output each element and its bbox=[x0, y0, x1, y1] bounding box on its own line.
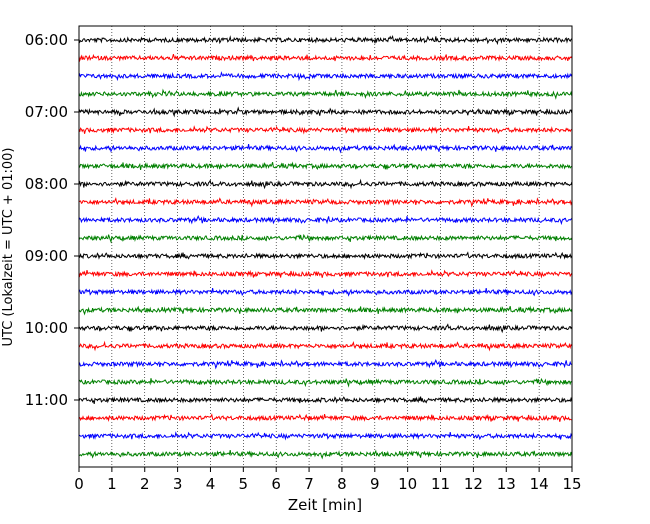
plot-frame bbox=[78, 25, 573, 468]
trace-0800 bbox=[78, 178, 573, 190]
trace-0715 bbox=[78, 125, 573, 135]
trace-1045 bbox=[78, 377, 572, 388]
trace-0915 bbox=[78, 269, 573, 279]
trace-0700 bbox=[78, 106, 573, 118]
trace-0630 bbox=[78, 71, 573, 82]
x-tick-label: 0 bbox=[74, 475, 84, 493]
trace-0830 bbox=[78, 215, 573, 226]
trace-0945 bbox=[78, 305, 573, 316]
trace-1115 bbox=[78, 413, 572, 422]
y-tick-label: 10:00 bbox=[25, 319, 68, 337]
x-axis-label: Zeit [min] bbox=[288, 496, 362, 514]
x-tick-label: 7 bbox=[304, 475, 314, 493]
trace-1015 bbox=[78, 340, 573, 352]
trace-1030 bbox=[78, 359, 572, 370]
x-tick-label: 2 bbox=[140, 475, 150, 493]
x-tick-label: 5 bbox=[239, 475, 249, 493]
trace-0600 bbox=[78, 35, 573, 46]
trace-0645 bbox=[78, 88, 573, 100]
y-axis-label: UTC (Lokalzeit = UTC + 01:00) bbox=[1, 148, 16, 347]
seismic-traces bbox=[78, 35, 573, 460]
y-tick-label: 06:00 bbox=[25, 31, 68, 49]
trace-0730 bbox=[78, 143, 573, 154]
trace-1100 bbox=[78, 396, 573, 405]
x-tick-label: 15 bbox=[562, 475, 581, 493]
trace-1145 bbox=[78, 449, 573, 460]
trace-0900 bbox=[78, 251, 573, 260]
x-tick-label: 9 bbox=[370, 475, 380, 493]
x-tick-label: 8 bbox=[337, 475, 347, 493]
x-tick-label: 4 bbox=[206, 475, 216, 493]
trace-0815 bbox=[78, 196, 573, 208]
x-tick-label: 10 bbox=[398, 475, 417, 493]
x-tick-label: 3 bbox=[173, 475, 183, 493]
trace-0615 bbox=[78, 53, 573, 63]
trace-1000 bbox=[78, 323, 573, 334]
x-tick-label: 13 bbox=[497, 475, 516, 493]
y-tick-label: 08:00 bbox=[25, 175, 68, 193]
x-tick-label: 12 bbox=[464, 475, 483, 493]
trace-0930 bbox=[78, 287, 573, 297]
trace-0845 bbox=[78, 233, 573, 244]
x-tick-label: 1 bbox=[107, 475, 117, 493]
x-axis-ticks: 0 1 2 3 4 5 6 7 8 9 10 11 12 13 14 15 bbox=[74, 467, 582, 493]
y-tick-label: 11:00 bbox=[25, 391, 68, 409]
y-tick-label: 07:00 bbox=[25, 103, 68, 121]
y-axis-ticks: 06:00 07:00 08:00 09:00 10:00 11:00 bbox=[25, 31, 79, 409]
y-tick-label: 09:00 bbox=[25, 247, 68, 265]
x-tick-label: 14 bbox=[530, 475, 549, 493]
x-tick-label: 6 bbox=[271, 475, 281, 493]
x-tick-label: 11 bbox=[431, 475, 450, 493]
trace-1130 bbox=[78, 431, 573, 441]
trace-0745 bbox=[78, 161, 573, 170]
